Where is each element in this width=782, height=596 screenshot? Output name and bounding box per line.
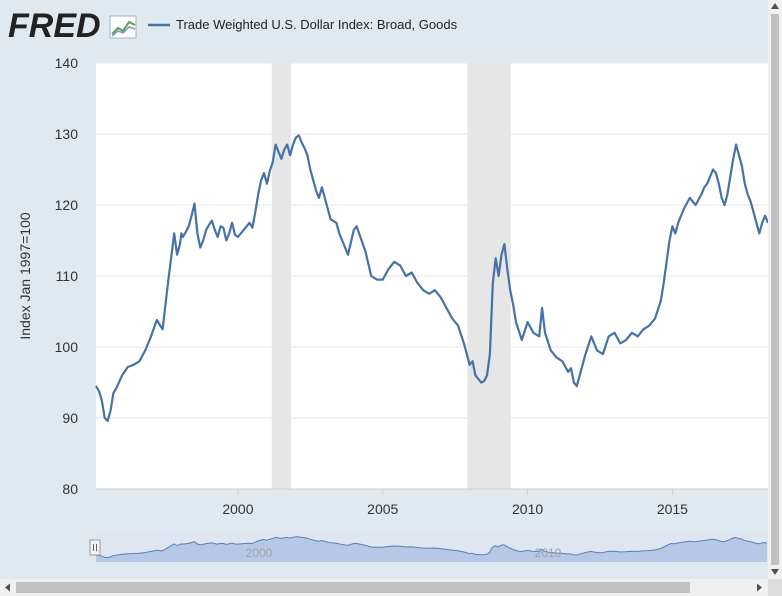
arrow-up-icon[interactable]	[771, 3, 779, 9]
x-tick-label-2005: 2005	[367, 501, 398, 517]
series-layer	[95, 134, 770, 422]
x-tick-label-2000: 2000	[222, 501, 253, 517]
navigator-label-2010: 2010	[535, 546, 562, 560]
y-axis: 80 90 100 110 120 130 140	[55, 55, 79, 497]
arrow-right-icon[interactable]	[757, 583, 762, 592]
x-tick-label-2015: 2015	[657, 501, 688, 517]
legend-label: Trade Weighted U.S. Dollar Index: Broad,…	[176, 17, 458, 32]
scroll-corner	[768, 579, 782, 596]
y-axis-title: Index Jan 1997=100	[17, 212, 33, 339]
y-tick-label-100: 100	[55, 339, 79, 355]
series-line	[95, 134, 770, 422]
arrow-down-icon[interactable]	[771, 569, 779, 575]
y-tick-label-90: 90	[62, 410, 78, 426]
y-tick-label-80: 80	[62, 481, 78, 497]
fred-graph-icon	[109, 15, 137, 39]
vertical-scrollbar[interactable]	[768, 0, 782, 596]
arrow-left-icon[interactable]	[5, 583, 10, 592]
x-tick-label-2010: 2010	[512, 501, 543, 517]
y-tick-label-110: 110	[56, 268, 79, 284]
grid-lines	[96, 62, 768, 419]
navigator-line	[95, 536, 768, 559]
navigator-label-2000: 2000	[246, 546, 273, 560]
y-tick-label-130: 130	[55, 126, 79, 142]
drag-handle-icon[interactable]	[89, 539, 101, 556]
y-tick-label-140: 140	[55, 55, 79, 71]
navigator-series	[95, 536, 768, 562]
horizontal-scrollbar[interactable]	[0, 579, 768, 596]
fred-logo[interactable]: FRED	[8, 7, 101, 45]
navigator-area	[96, 536, 767, 562]
vertical-scroll-thumb[interactable]	[771, 14, 779, 565]
x-axis: 2000 2005 2010 2015	[222, 489, 688, 517]
horizontal-scroll-thumb[interactable]	[16, 582, 690, 593]
y-tick-label-120: 120	[55, 197, 79, 213]
